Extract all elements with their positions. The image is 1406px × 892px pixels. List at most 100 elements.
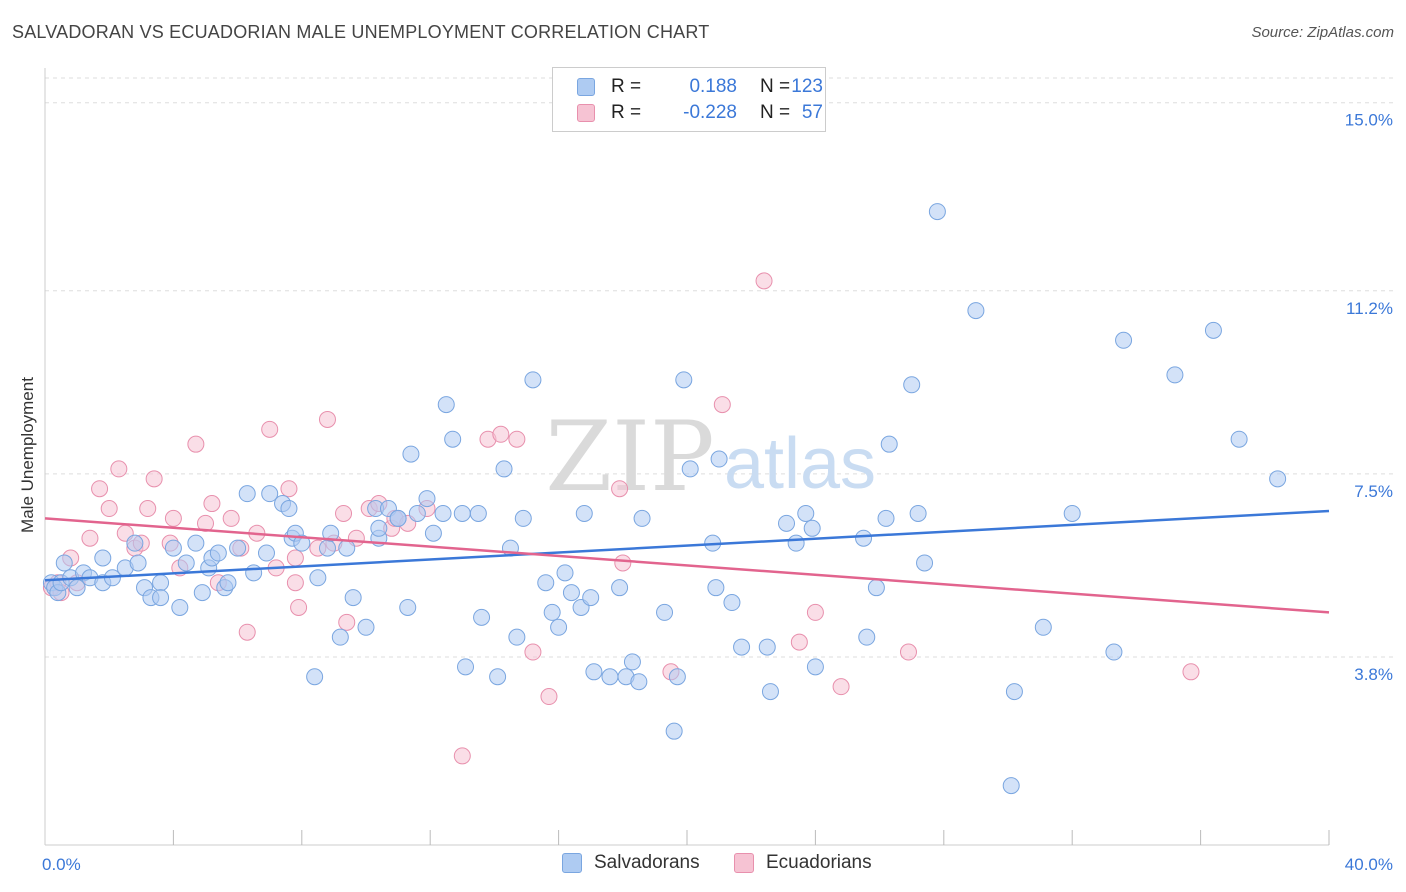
y-tick-label: 15.0%: [1345, 111, 1393, 130]
ecuadorian-point: [187, 435, 205, 453]
watermark-zip: ZIP: [545, 401, 714, 513]
ecuadorian-point: [508, 430, 526, 448]
salvadoran-point: [399, 598, 417, 616]
salvadoran-point: [1005, 683, 1023, 701]
salvadoran-point: [338, 539, 356, 557]
ecuadorian-point: [335, 504, 353, 522]
salvadoran-point: [733, 638, 751, 656]
salvadoran-point: [1204, 321, 1222, 339]
salvadoran-point: [318, 539, 336, 557]
salvadoran-point: [408, 504, 426, 522]
ecuadorian-point: [338, 613, 356, 631]
legend-n-label: N =: [760, 76, 791, 97]
salvadoran-point: [457, 658, 475, 676]
salvadoran-point: [543, 603, 561, 621]
salvadoran-point: [473, 608, 491, 626]
salvadoran-point: [787, 534, 805, 552]
bottom-legend-swatch-ecuadorians: [734, 853, 754, 873]
axes: [44, 68, 1330, 846]
salvadoran-point: [909, 504, 927, 522]
salvadoran-point: [437, 396, 455, 414]
salvadoran-point: [665, 722, 683, 740]
salvadoran-point: [656, 603, 674, 621]
salvadoran-point: [495, 460, 513, 478]
salvadoran-point: [322, 524, 340, 542]
salvadoran-point: [331, 628, 349, 646]
x-tick-label: 0.0%: [42, 855, 81, 874]
salvadoran-point: [710, 450, 728, 468]
salvadoran-point: [668, 668, 686, 686]
salvadoran-point: [855, 529, 873, 547]
salvadoran-point: [126, 534, 144, 552]
salvadoran-point: [261, 485, 279, 503]
y-tick-label: 7.5%: [1354, 482, 1393, 501]
salvadoran-point: [761, 683, 779, 701]
y-tick-label: 3.8%: [1354, 665, 1393, 684]
salvadoran-point: [489, 668, 507, 686]
legend-n-value: 123: [791, 76, 823, 97]
salvadoran-point: [778, 514, 796, 532]
ecuadorian-point: [524, 643, 542, 661]
salvadoran-point: [344, 589, 362, 607]
legend-n-value: 57: [801, 102, 823, 123]
trend-lines: [44, 509, 1330, 614]
ecuadorian-point: [145, 470, 163, 488]
salvadoran-point: [152, 589, 170, 607]
salvadoran-point: [514, 509, 532, 527]
salvadoran-point: [219, 574, 237, 592]
salvadoran-point: [171, 598, 189, 616]
salvadoran-point: [229, 539, 247, 557]
salvadoran-point: [129, 554, 147, 572]
salvadoran-point: [469, 504, 487, 522]
bottom-legend-label-salvadorans: Salvadorans: [594, 852, 700, 873]
salvadoran-point: [389, 509, 407, 527]
salvadoran-point: [177, 554, 195, 572]
salvadoran-point: [1166, 366, 1184, 384]
ecuadorian-point: [1182, 663, 1200, 681]
salvadoran-point: [707, 579, 725, 597]
source-label: Source: ZipAtlas.com: [1251, 24, 1394, 41]
legend-r-label: R =: [611, 102, 642, 123]
salvadoran-point: [550, 618, 568, 636]
ecuadorian-point: [453, 747, 471, 765]
salvadoran-point: [257, 544, 275, 562]
salvadoran-point: [633, 509, 651, 527]
y-tick-label: 11.2%: [1346, 299, 1393, 318]
ecuadorian-point: [790, 633, 808, 651]
salvadoran-point: [209, 544, 227, 562]
salvadoran-point: [418, 490, 436, 508]
ecuadorian-point: [100, 500, 118, 518]
salvadoran-point: [94, 549, 112, 567]
ecuadorian-point: [91, 480, 109, 498]
salvadoran-point: [1230, 430, 1248, 448]
legend-r-value: 0.188: [689, 76, 737, 97]
ecuadorian-point: [899, 643, 917, 661]
legend-swatch-salvadorans: [577, 78, 595, 96]
salvadoran-point: [164, 539, 182, 557]
ecuadorian-point: [286, 574, 304, 592]
salvadoran-point: [582, 589, 600, 607]
ecuadorian-point: [832, 678, 850, 696]
salvadoran-point: [880, 435, 898, 453]
salvadoran-point: [1034, 618, 1052, 636]
salvadoran-point: [444, 430, 462, 448]
salvadoran-point: [55, 554, 73, 572]
salvadoran-point: [1105, 643, 1123, 661]
salvadoran-point: [575, 504, 593, 522]
salvadoran-point: [524, 371, 542, 389]
ecuadorians-trend-line: [44, 517, 1330, 614]
ecuadorian-point: [286, 549, 304, 567]
salvadoran-point: [903, 376, 921, 394]
salvadoran-point: [537, 574, 555, 592]
salvadoran-point: [193, 584, 211, 602]
legend-swatch-ecuadorians: [577, 104, 595, 122]
ecuadorian-point: [280, 480, 298, 498]
salvadoran-point: [556, 564, 574, 582]
salvadoran-point: [803, 519, 821, 537]
salvadoran-point: [611, 579, 629, 597]
salvadoran-point: [370, 519, 388, 537]
legend-r-value: -0.228: [683, 102, 737, 123]
salvadoran-point: [877, 509, 895, 527]
salvadoran-point: [309, 569, 327, 587]
